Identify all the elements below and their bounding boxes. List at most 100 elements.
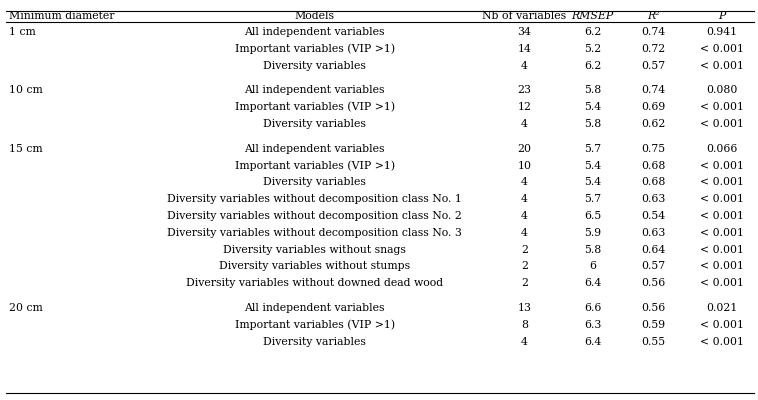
Text: Diversity variables without decomposition class No. 3: Diversity variables without decompositio… bbox=[167, 228, 462, 238]
Text: < 0.001: < 0.001 bbox=[700, 61, 744, 70]
Text: 0.75: 0.75 bbox=[641, 144, 666, 154]
Text: 0.72: 0.72 bbox=[641, 44, 666, 54]
Text: 6.4: 6.4 bbox=[584, 278, 601, 288]
Text: 5.7: 5.7 bbox=[584, 194, 601, 204]
Text: Important variables (VIP >1): Important variables (VIP >1) bbox=[234, 102, 395, 112]
Text: All independent variables: All independent variables bbox=[244, 86, 385, 96]
Text: < 0.001: < 0.001 bbox=[700, 44, 744, 54]
Text: < 0.001: < 0.001 bbox=[700, 278, 744, 288]
Text: 0.68: 0.68 bbox=[641, 161, 666, 171]
Text: 6.4: 6.4 bbox=[584, 337, 601, 347]
Text: Diversity variables without snags: Diversity variables without snags bbox=[223, 245, 406, 255]
Text: 0.74: 0.74 bbox=[641, 86, 666, 96]
Text: 20: 20 bbox=[518, 144, 531, 154]
Text: 2: 2 bbox=[521, 278, 528, 288]
Text: < 0.001: < 0.001 bbox=[700, 228, 744, 238]
Text: 0.74: 0.74 bbox=[641, 27, 666, 37]
Text: 6.2: 6.2 bbox=[584, 61, 601, 70]
Text: 4: 4 bbox=[521, 178, 528, 188]
Text: 5.7: 5.7 bbox=[584, 144, 601, 154]
Text: Models: Models bbox=[295, 12, 334, 22]
Text: 8: 8 bbox=[521, 320, 528, 330]
Text: 5.9: 5.9 bbox=[584, 228, 601, 238]
Text: Important variables (VIP >1): Important variables (VIP >1) bbox=[234, 44, 395, 54]
Text: 0.57: 0.57 bbox=[641, 262, 666, 272]
Text: 5.2: 5.2 bbox=[584, 44, 601, 54]
Text: 14: 14 bbox=[518, 44, 531, 54]
Text: RMSEP: RMSEP bbox=[572, 12, 614, 22]
Text: 6: 6 bbox=[589, 262, 597, 272]
Text: 4: 4 bbox=[521, 211, 528, 221]
Text: Diversity variables: Diversity variables bbox=[263, 61, 366, 70]
Text: Diversity variables without decomposition class No. 1: Diversity variables without decompositio… bbox=[167, 194, 462, 204]
Text: Important variables (VIP >1): Important variables (VIP >1) bbox=[234, 320, 395, 330]
Text: < 0.001: < 0.001 bbox=[700, 211, 744, 221]
Text: < 0.001: < 0.001 bbox=[700, 245, 744, 255]
Text: 4: 4 bbox=[521, 228, 528, 238]
Text: Important variables (VIP >1): Important variables (VIP >1) bbox=[234, 160, 395, 171]
Text: Diversity variables without stumps: Diversity variables without stumps bbox=[219, 262, 410, 272]
Text: 5.4: 5.4 bbox=[584, 161, 601, 171]
Text: 0.68: 0.68 bbox=[641, 178, 666, 188]
Text: < 0.001: < 0.001 bbox=[700, 119, 744, 129]
Text: 0.021: 0.021 bbox=[706, 303, 738, 313]
Text: < 0.001: < 0.001 bbox=[700, 262, 744, 272]
Text: 12: 12 bbox=[518, 102, 531, 112]
Text: 5.4: 5.4 bbox=[584, 178, 601, 188]
Text: 5.4: 5.4 bbox=[584, 102, 601, 112]
Text: 13: 13 bbox=[518, 303, 531, 313]
Text: 2: 2 bbox=[521, 245, 528, 255]
Text: P: P bbox=[718, 12, 725, 22]
Text: All independent variables: All independent variables bbox=[244, 144, 385, 154]
Text: 0.69: 0.69 bbox=[641, 102, 666, 112]
Text: 0.56: 0.56 bbox=[641, 303, 666, 313]
Text: 6.2: 6.2 bbox=[584, 27, 601, 37]
Text: All independent variables: All independent variables bbox=[244, 303, 385, 313]
Text: 0.080: 0.080 bbox=[706, 86, 738, 96]
Text: < 0.001: < 0.001 bbox=[700, 161, 744, 171]
Text: 20 cm: 20 cm bbox=[9, 303, 43, 313]
Text: 10 cm: 10 cm bbox=[9, 86, 43, 96]
Text: Diversity variables without decomposition class No. 2: Diversity variables without decompositio… bbox=[167, 211, 462, 221]
Text: R²: R² bbox=[647, 12, 659, 22]
Text: Diversity variables without downed dead wood: Diversity variables without downed dead … bbox=[186, 278, 443, 288]
Text: 0.62: 0.62 bbox=[641, 119, 666, 129]
Text: 4: 4 bbox=[521, 337, 528, 347]
Text: < 0.001: < 0.001 bbox=[700, 194, 744, 204]
Text: 6.5: 6.5 bbox=[584, 211, 601, 221]
Text: 4: 4 bbox=[521, 119, 528, 129]
Text: 0.64: 0.64 bbox=[641, 245, 666, 255]
Text: 0.63: 0.63 bbox=[641, 228, 666, 238]
Text: < 0.001: < 0.001 bbox=[700, 337, 744, 347]
Text: 5.8: 5.8 bbox=[584, 245, 601, 255]
Text: Diversity variables: Diversity variables bbox=[263, 178, 366, 188]
Text: 10: 10 bbox=[518, 161, 531, 171]
Text: < 0.001: < 0.001 bbox=[700, 102, 744, 112]
Text: < 0.001: < 0.001 bbox=[700, 320, 744, 330]
Text: Diversity variables: Diversity variables bbox=[263, 119, 366, 129]
Text: 6.3: 6.3 bbox=[584, 320, 601, 330]
Text: 34: 34 bbox=[518, 27, 531, 37]
Text: 0.59: 0.59 bbox=[641, 320, 666, 330]
Text: < 0.001: < 0.001 bbox=[700, 178, 744, 188]
Text: 0.54: 0.54 bbox=[641, 211, 666, 221]
Text: 15 cm: 15 cm bbox=[9, 144, 42, 154]
Text: 1 cm: 1 cm bbox=[9, 27, 36, 37]
Text: 5.8: 5.8 bbox=[584, 119, 601, 129]
Text: 0.066: 0.066 bbox=[706, 144, 738, 154]
Text: 0.941: 0.941 bbox=[706, 27, 738, 37]
Text: 0.57: 0.57 bbox=[641, 61, 666, 70]
Text: 2: 2 bbox=[521, 262, 528, 272]
Text: 4: 4 bbox=[521, 61, 528, 70]
Text: 6.6: 6.6 bbox=[584, 303, 601, 313]
Text: 0.55: 0.55 bbox=[641, 337, 666, 347]
Text: All independent variables: All independent variables bbox=[244, 27, 385, 37]
Text: 0.56: 0.56 bbox=[641, 278, 666, 288]
Text: Diversity variables: Diversity variables bbox=[263, 337, 366, 347]
Text: Minimum diameter: Minimum diameter bbox=[9, 12, 114, 22]
Text: Nb of variables: Nb of variables bbox=[483, 12, 566, 22]
Text: 4: 4 bbox=[521, 194, 528, 204]
Text: 23: 23 bbox=[518, 86, 531, 96]
Text: 5.8: 5.8 bbox=[584, 86, 601, 96]
Text: 0.63: 0.63 bbox=[641, 194, 666, 204]
